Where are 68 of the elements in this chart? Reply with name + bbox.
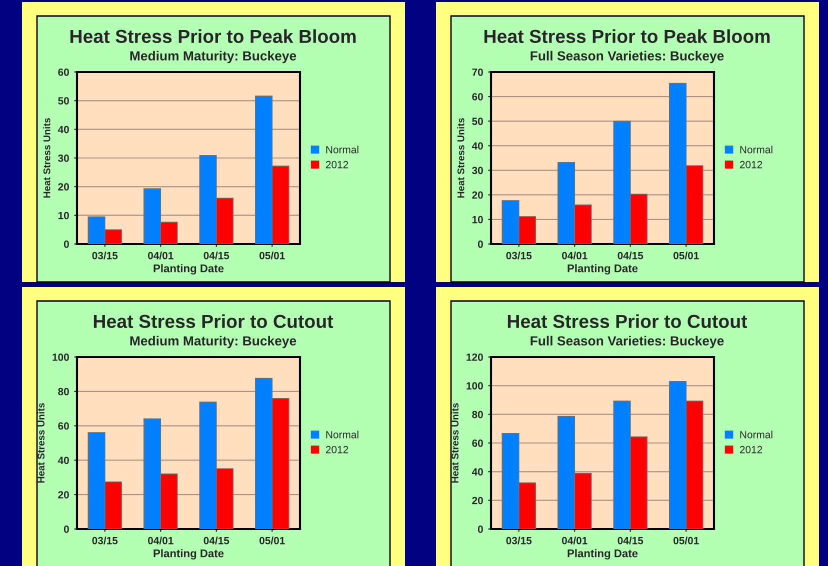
legend-label: 2012 (740, 446, 762, 454)
x-axis-title: Planting Date (568, 549, 638, 560)
legend-label: Normal (740, 146, 772, 154)
y-axis-title: Heat Stress Units (457, 118, 464, 198)
x-axis-title: Planting Date (154, 264, 224, 275)
y-tick-label: 40 (472, 142, 483, 150)
y-tick-label: 0 (64, 240, 69, 248)
chart-subtitle: Full Season Varieties: Buckeye (530, 50, 724, 64)
y-tick-label: 60 (58, 422, 69, 430)
y-axis-title: Heat Stress Units (43, 118, 50, 198)
y-tick-label: 60 (58, 68, 69, 76)
y-tick-label: 80 (58, 388, 69, 396)
y-tick-label: 100 (466, 382, 483, 390)
legend-label: 2012 (326, 160, 348, 168)
x-tick-label: 03/15 (92, 536, 118, 544)
chart-subtitle: Medium Maturity: Buckeye (130, 50, 296, 64)
x-tick-label: 05/01 (260, 536, 285, 544)
x-tick-label: 04/01 (562, 252, 588, 260)
y-tick-label: 50 (472, 118, 483, 126)
y-tick-label: 100 (52, 354, 69, 361)
y-tick-label: 50 (58, 97, 69, 105)
y-tick-label: 40 (58, 126, 69, 134)
y-tick-label: 20 (58, 183, 69, 191)
legend-label: 2012 (740, 160, 762, 168)
y-tick-label: 30 (472, 166, 483, 174)
chart-title: Heat Stress Prior to Cutout (94, 314, 334, 328)
x-axis-title: Planting Date (568, 264, 638, 275)
y-tick-label: 40 (472, 468, 483, 476)
y-axis-title: Heat Stress Units (451, 403, 459, 483)
y-tick-label: 120 (466, 354, 483, 361)
y-tick-label: 10 (472, 216, 483, 224)
y-tick-label: 70 (472, 68, 483, 76)
x-tick-label: 04/15 (618, 252, 644, 260)
x-tick-label: 04/01 (148, 252, 174, 260)
y-tick-label: 10 (58, 212, 69, 220)
x-tick-label: 04/15 (204, 252, 230, 260)
y-tick-label: 0 (64, 526, 69, 533)
x-tick-label: 05/01 (674, 536, 699, 544)
chart-subtitle: Full Season Varieties: Buckeye (530, 336, 724, 348)
y-tick-label: 60 (472, 440, 483, 447)
x-tick-label: 04/15 (618, 536, 644, 544)
y-tick-label: 80 (472, 410, 483, 418)
y-tick-label: 40 (58, 456, 69, 464)
y-tick-label: 30 (58, 154, 69, 162)
x-tick-label: 03/15 (506, 536, 532, 544)
y-tick-label: 20 (472, 496, 483, 504)
x-tick-label: 05/01 (260, 252, 285, 260)
x-tick-label: 04/15 (204, 536, 230, 544)
x-tick-label: 03/15 (92, 252, 118, 260)
y-tick-label: 20 (58, 491, 69, 498)
y-axis-title: Heat Stress Units (37, 403, 45, 483)
y-tick-label: 60 (472, 93, 483, 100)
y-tick-label: 20 (472, 191, 483, 199)
chart-subtitle: Medium Maturity: Buckeye (130, 336, 296, 348)
x-tick-label: 05/01 (674, 252, 699, 260)
legend-label: Normal (740, 430, 772, 438)
chart-title: Heat Stress Prior to Cutout (508, 314, 748, 328)
x-tick-label: 04/01 (562, 536, 588, 544)
y-tick-label: 0 (478, 526, 483, 533)
y-tick-label: 0 (478, 240, 483, 248)
x-tick-label: 04/01 (148, 536, 174, 544)
chart-title: Heat Stress Prior to Peak Bloom (70, 29, 356, 44)
legend-label: Normal (326, 430, 358, 438)
x-axis-title: Planting Date (154, 549, 224, 560)
legend-label: 2012 (326, 446, 348, 454)
x-tick-label: 03/15 (506, 252, 532, 260)
chart-title: Heat Stress Prior to Peak Bloom (484, 29, 770, 44)
legend-label: Normal (326, 146, 358, 154)
